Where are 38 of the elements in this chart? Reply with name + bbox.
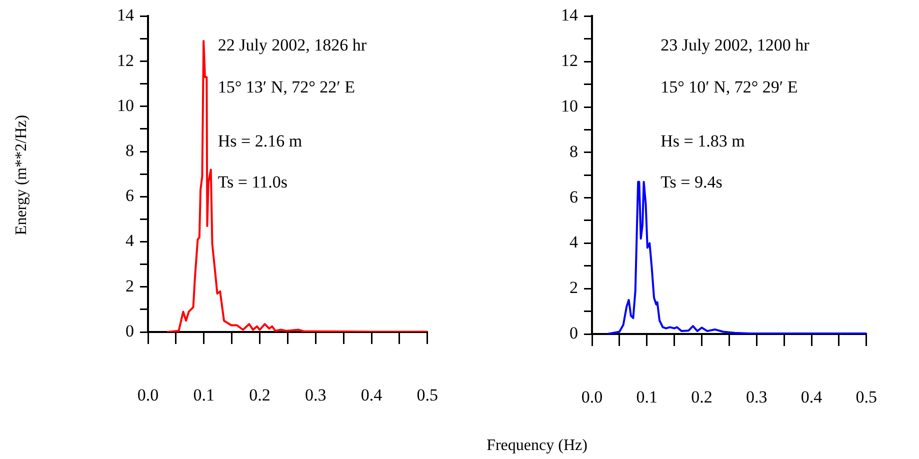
annotation: Hs = 2.16 m xyxy=(218,132,302,151)
x-axis-title: Frequency (Hz) xyxy=(486,437,588,455)
y-tick-label: 10 xyxy=(117,96,134,115)
y-tick-label: 4 xyxy=(570,232,578,252)
annotation: 15° 13′ N, 72° 22′ E xyxy=(218,78,356,97)
y-tick-label: 6 xyxy=(570,187,578,206)
y-tick-label: 6 xyxy=(126,186,134,206)
y-tick-label: 4 xyxy=(126,231,134,250)
annotation: Ts = 11.0s xyxy=(218,172,288,192)
y-axis-title: Energy (m**2/Hz) xyxy=(13,114,31,236)
y-tick-label: 2 xyxy=(126,276,134,296)
y-tick-label: 0 xyxy=(126,321,134,340)
y-tick-label: 12 xyxy=(561,51,578,70)
x-tick-label: 0.3 xyxy=(746,388,768,407)
annotation: 22 July 2002, 1826 hr xyxy=(218,36,367,55)
x-tick-label: 0.1 xyxy=(636,388,658,407)
y-tick-label: 12 xyxy=(117,50,134,70)
x-tick-label: 0.5 xyxy=(416,386,438,405)
y-tick-label: 2 xyxy=(570,278,578,298)
x-tick-label: 0.0 xyxy=(581,388,603,407)
y-tick-label: 14 xyxy=(561,6,578,25)
x-tick-label: 0.1 xyxy=(193,386,214,405)
y-tick-label: 8 xyxy=(126,141,134,160)
x-tick-label: 0.4 xyxy=(360,386,383,405)
x-tick-label: 0.2 xyxy=(249,386,270,405)
x-tick-label: 0.5 xyxy=(856,388,877,407)
y-tick-label: 14 xyxy=(117,6,134,25)
y-tick-label: 0 xyxy=(570,323,578,342)
annotation: Hs = 1.83 m xyxy=(660,132,745,151)
x-tick-label: 0.2 xyxy=(691,388,712,407)
y-tick-label: 10 xyxy=(561,96,578,116)
annotation: 23 July 2002, 1200 hr xyxy=(660,36,810,55)
annotation: 15° 10′ N, 72° 29′ E xyxy=(660,78,798,97)
x-tick-label: 0.4 xyxy=(800,388,823,407)
y-tick-label: 8 xyxy=(570,142,578,161)
x-tick-label: 0.0 xyxy=(137,386,159,405)
annotation: Ts = 9.4s xyxy=(660,172,722,192)
x-tick-label: 0.3 xyxy=(305,386,326,405)
